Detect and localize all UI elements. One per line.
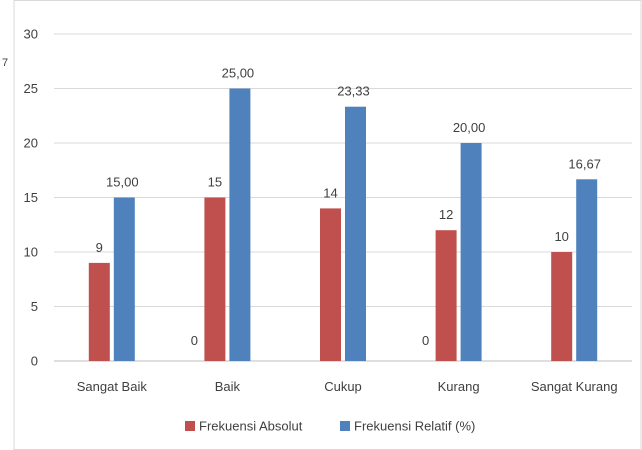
bar-frekuensi-relatif (229, 88, 251, 361)
bar-frekuensi-absolut (435, 230, 457, 361)
y-tick-label: 10 (24, 245, 38, 260)
data-label: 9 (96, 240, 103, 255)
data-label: 15,00 (106, 175, 139, 190)
category-label: Cukup (324, 379, 362, 394)
bar-frekuensi-absolut (551, 252, 573, 361)
y-tick-label: 25 (24, 81, 38, 96)
category-label: Sangat Kurang (531, 379, 618, 394)
bar-frekuensi-relatif (345, 106, 366, 361)
y-tick-label: 30 (24, 27, 38, 42)
bar-frekuensi-absolut (88, 262, 110, 361)
y-tick-label: 0 (31, 354, 38, 369)
data-label: 16,67 (568, 156, 601, 171)
bar-frekuensi-absolut (320, 208, 341, 361)
y-tick-label: 15 (24, 190, 38, 205)
data-label: 0 (191, 333, 198, 348)
category-label: Kurang (438, 379, 480, 394)
data-label: 12 (439, 207, 453, 222)
legend-swatch (185, 421, 195, 431)
data-labels: 9 15,00 0 25,00 14 23,33 0 20,00 10 16,67 15 12 (96, 66, 601, 349)
y-tick-label: 5 (31, 299, 38, 314)
legend: Frekuensi Absolut Frekuensi Relatif (%) (185, 419, 475, 434)
bar-frekuensi-absolut (204, 197, 226, 361)
category-labels: Sangat Baik Baik Cukup Kurang Sangat Kurang (77, 379, 618, 394)
data-label: 23,33 (337, 84, 370, 99)
data-label: 14 (323, 185, 337, 200)
data-label: 25,00 (222, 66, 255, 81)
category-label: Sangat Baik (77, 379, 148, 394)
legend-swatch (340, 421, 350, 431)
edge-text: 7 (2, 57, 8, 69)
y-axis-tick-labels: 0 5 10 15 20 25 30 (24, 27, 38, 369)
legend-label: Frekuensi Relatif (%) (354, 419, 475, 434)
data-label: 20,00 (453, 120, 486, 135)
legend-label: Frekuensi Absolut (199, 419, 303, 434)
y-tick-label: 20 (24, 136, 38, 151)
data-label: 0 (422, 333, 429, 348)
data-label: 10 (554, 229, 568, 244)
bar-frekuensi-relatif (113, 197, 135, 361)
bar-frekuensi-relatif (460, 143, 482, 361)
data-label: 15 (208, 175, 222, 190)
gridlines (54, 33, 632, 362)
bar-frekuensi-relatif (576, 179, 598, 361)
category-label: Baik (215, 379, 241, 394)
bars (88, 88, 598, 361)
